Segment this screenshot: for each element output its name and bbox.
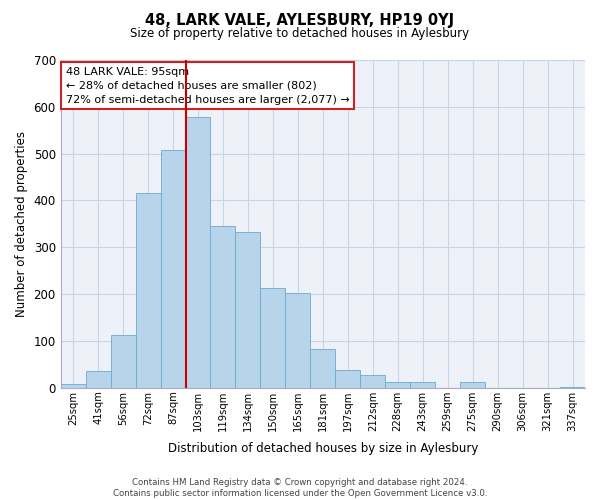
Text: Size of property relative to detached houses in Aylesbury: Size of property relative to detached ho… (130, 28, 470, 40)
Bar (136, 194, 161, 388)
Bar (260, 288, 286, 388)
Text: 48 LARK VALE: 95sqm
← 28% of detached houses are smaller (802)
72% of semi-detac: 48 LARK VALE: 95sqm ← 28% of detached ho… (66, 66, 350, 104)
Text: Contains HM Land Registry data © Crown copyright and database right 2024.
Contai: Contains HM Land Registry data © Crown c… (113, 478, 487, 498)
Bar (86, 372, 110, 388)
Bar (385, 382, 410, 388)
Bar (335, 370, 360, 388)
Bar (110, 336, 136, 388)
Bar (185, 117, 211, 388)
Y-axis label: Number of detached properties: Number of detached properties (15, 131, 28, 317)
Bar (211, 226, 235, 388)
Bar (360, 375, 385, 388)
Bar (460, 382, 485, 388)
Bar (310, 349, 335, 388)
Bar (286, 293, 310, 388)
X-axis label: Distribution of detached houses by size in Aylesbury: Distribution of detached houses by size … (167, 442, 478, 455)
Bar (161, 150, 185, 388)
Bar (235, 232, 260, 388)
Bar (61, 384, 86, 388)
Bar (410, 382, 435, 388)
Bar (560, 387, 585, 388)
Text: 48, LARK VALE, AYLESBURY, HP19 0YJ: 48, LARK VALE, AYLESBURY, HP19 0YJ (145, 12, 455, 28)
